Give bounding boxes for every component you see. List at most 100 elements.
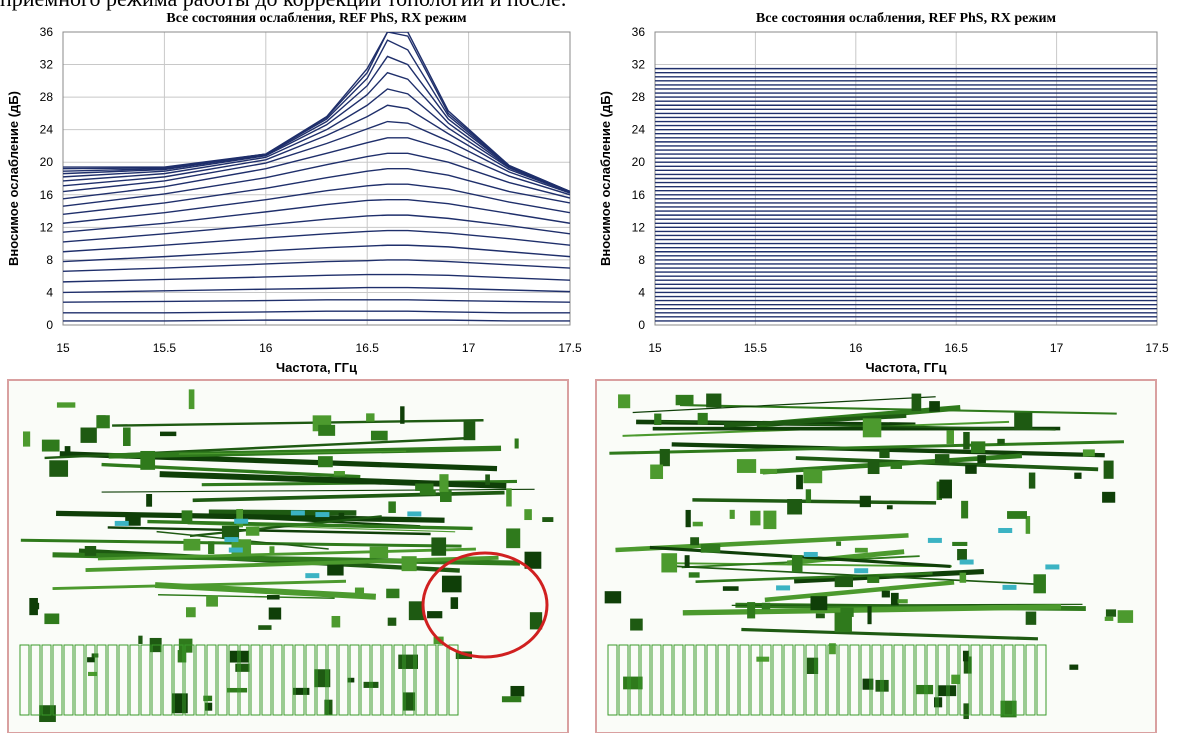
pcb-pad	[183, 539, 200, 551]
pcb-pad	[912, 394, 922, 411]
pcb-pad	[835, 576, 853, 587]
pcb-pad	[737, 459, 756, 473]
pcb-pad	[1029, 473, 1035, 489]
pcb-pad	[854, 568, 868, 573]
pcb-pad	[49, 460, 68, 477]
y-tick-label: 28	[40, 90, 54, 104]
pcb-pad	[997, 439, 1004, 445]
pcb-pad	[524, 509, 532, 520]
pcb-pad	[65, 446, 71, 455]
pcb-pad	[835, 613, 852, 633]
pcb-pad	[140, 451, 155, 470]
series-line	[63, 311, 570, 313]
pcb-pad	[963, 432, 970, 449]
pcb-pad	[810, 596, 827, 610]
pcb-pad	[685, 555, 690, 568]
pcb-pad	[792, 555, 803, 572]
pcb-pad	[618, 394, 630, 408]
pcb-pad	[804, 552, 818, 557]
pcb-pad	[400, 406, 404, 423]
pcb-pad	[650, 465, 663, 479]
pcb-pad	[605, 591, 621, 603]
series-line	[63, 73, 570, 192]
y-tick-label: 0	[638, 318, 645, 332]
pcb-pad	[963, 703, 968, 719]
pcb-pad	[747, 602, 755, 618]
x-tick-label: 15.5	[744, 341, 768, 355]
pcb-pad	[222, 526, 239, 539]
pcb-pad	[1102, 492, 1115, 503]
pcb-pad	[224, 537, 238, 542]
pcb-pad	[57, 402, 75, 407]
x-tick-label: 15	[56, 341, 70, 355]
pcb-pad	[81, 428, 97, 443]
pcb-pad	[760, 469, 777, 474]
x-tick-label: 15.5	[153, 341, 177, 355]
pcb-pad	[763, 511, 776, 529]
x-tick-label: 16	[849, 341, 863, 355]
caption-fragment: приемного режима работы до коррекции топ…	[0, 0, 566, 11]
pcb-pad	[960, 560, 974, 565]
pcb-pad	[960, 573, 967, 583]
y-axis-title: Вносимое ослабление (дБ)	[6, 91, 21, 266]
pcb-pad	[750, 511, 760, 526]
pcb-pad	[929, 401, 940, 412]
pcb-pad	[85, 546, 96, 556]
pcb-pad	[957, 549, 967, 560]
pcb-pad	[867, 576, 879, 583]
pcb-pad	[998, 528, 1012, 533]
y-tick-label: 8	[638, 253, 645, 267]
pcb-pad	[542, 517, 553, 522]
pcb-pad	[1026, 612, 1037, 625]
y-tick-label: 28	[632, 90, 646, 104]
y-tick-label: 32	[40, 58, 54, 72]
pcb-pad	[698, 413, 708, 425]
pcb-pad	[928, 538, 942, 543]
pcb-pad	[366, 413, 374, 421]
pcb-pad	[762, 603, 770, 610]
pcb-pad	[123, 427, 131, 446]
pcb-pad	[1033, 574, 1045, 593]
pcb-pad	[1106, 609, 1116, 616]
y-tick-label: 12	[632, 220, 646, 234]
pcb-pad	[868, 459, 880, 474]
pcb-pad	[442, 576, 462, 593]
pcb-pad	[451, 597, 458, 609]
pcb-pad	[1007, 511, 1027, 519]
y-tick-label: 20	[40, 155, 54, 169]
pcb-pad	[235, 664, 249, 672]
series-line	[63, 32, 570, 192]
pcb-pad	[407, 511, 421, 516]
pcb-pad	[1014, 413, 1032, 431]
pcb-pad	[234, 519, 248, 524]
x-tick-label: 17	[462, 341, 476, 355]
pcb-pad	[87, 657, 95, 662]
series-line	[63, 288, 570, 293]
pcb-pad	[403, 692, 415, 710]
pcb-pad	[88, 672, 98, 676]
pcb-pad	[816, 613, 825, 618]
pcb-pad	[138, 636, 142, 644]
pcb-pad	[776, 585, 790, 590]
x-axis-title: Частота, ГГц	[866, 360, 947, 375]
pcb-trace	[209, 512, 357, 513]
pcb-pad	[1104, 461, 1114, 479]
pcb-pad	[916, 685, 933, 694]
pcb-pad	[623, 677, 642, 690]
pcb-pad	[229, 548, 243, 553]
pcb-pad	[305, 573, 319, 578]
pcb-pad	[327, 565, 343, 576]
pcb-pad	[258, 625, 271, 630]
pcb-pad	[510, 686, 524, 696]
series-line	[63, 320, 570, 321]
pcb-pad	[334, 471, 345, 476]
pcb-pad	[431, 537, 446, 555]
pcb-pad	[33, 603, 39, 609]
pcb-pad	[860, 496, 871, 507]
pcb-pad	[1118, 610, 1133, 623]
pcb-pad	[269, 608, 281, 620]
pcb-pad	[332, 616, 341, 627]
pcb-pad	[952, 542, 967, 546]
pcb-pad	[807, 658, 818, 674]
pcb-pad	[371, 431, 388, 441]
